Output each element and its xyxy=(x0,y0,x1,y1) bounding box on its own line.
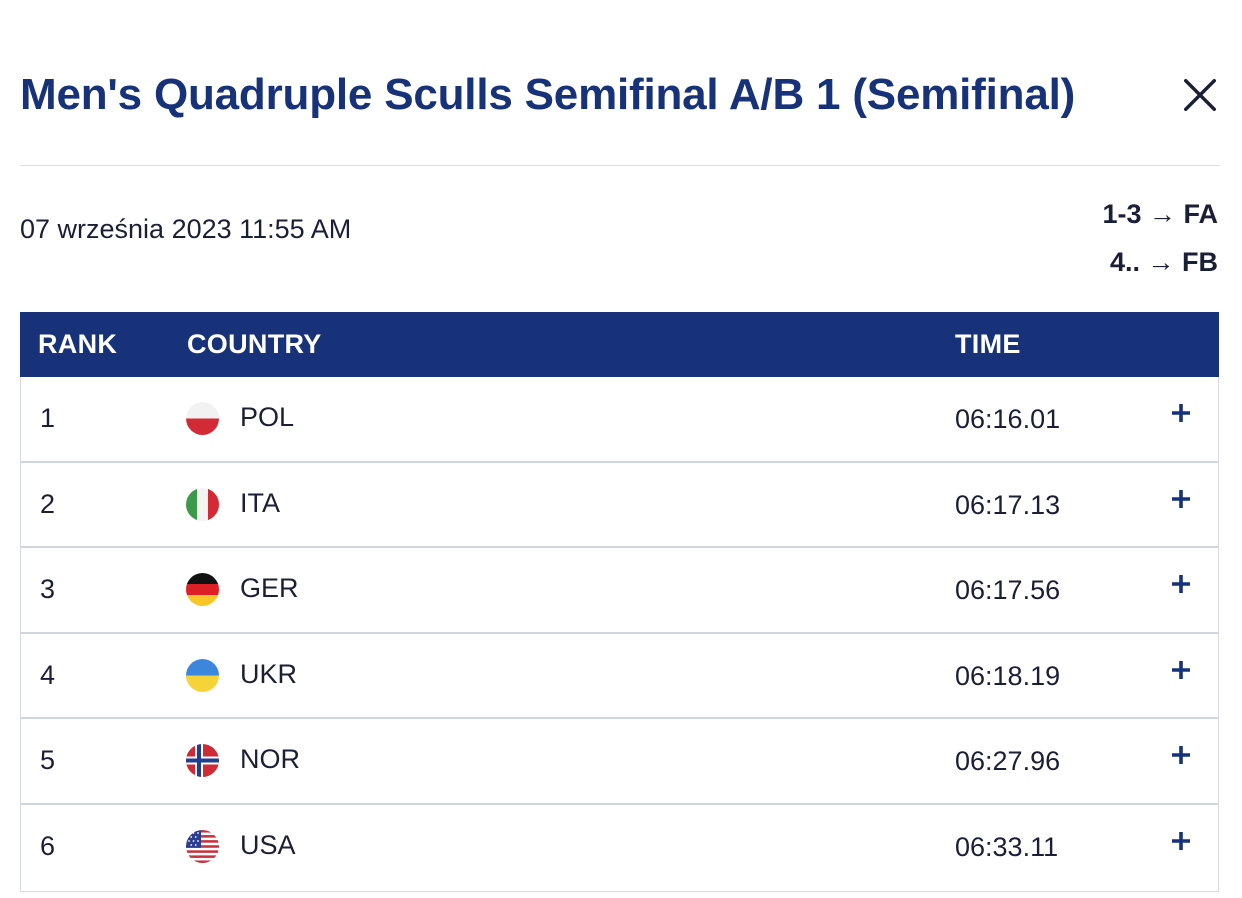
table-header: RANK COUNTRY TIME xyxy=(20,312,1219,377)
progression-rule: 4.. → FB xyxy=(1109,247,1218,277)
country-cell: USA xyxy=(240,829,296,860)
column-header-time: TIME xyxy=(955,329,1021,359)
close-icon xyxy=(1184,79,1216,111)
expand-row-button[interactable] xyxy=(1169,829,1195,855)
rank-cell: 5 xyxy=(40,745,56,776)
panel-header: Men's Quadruple Sculls Semifinal A/B 1 (… xyxy=(20,62,1220,128)
progression-rules: 1-3 → FA 4.. → FB xyxy=(1102,190,1218,286)
rank-cell: 6 xyxy=(40,830,56,861)
time-cell: 06:16.01 xyxy=(955,404,1061,434)
plus-icon xyxy=(1172,831,1190,850)
plus-icon xyxy=(1172,660,1190,679)
flag-ger-icon xyxy=(186,573,219,607)
page-title: Men's Quadruple Sculls Semifinal A/B 1 (… xyxy=(20,70,1076,119)
expand-row-button[interactable] xyxy=(1169,743,1195,769)
table-row[interactable]: 6 xyxy=(21,805,1218,891)
country-cell: POL xyxy=(240,402,295,432)
flag-usa-icon xyxy=(186,829,219,863)
column-header-country: COUNTRY xyxy=(187,329,322,359)
expand-row-button[interactable] xyxy=(1169,401,1195,427)
country-cell: NOR xyxy=(240,744,300,775)
plus-icon xyxy=(1172,404,1190,422)
time-cell: 06:33.11 xyxy=(955,831,1059,862)
country-cell: UKR xyxy=(240,658,298,689)
flag-ita-icon xyxy=(186,487,219,521)
rank-cell: 2 xyxy=(40,488,56,519)
flag-nor-icon xyxy=(186,744,219,778)
rank-cell: 3 xyxy=(40,574,56,605)
flag-ukr-icon xyxy=(186,658,219,692)
race-date: 07 września 2023 11:55 AM xyxy=(20,214,352,244)
country-cell: GER xyxy=(240,573,299,604)
close-button[interactable] xyxy=(1180,75,1220,115)
plus-icon xyxy=(1172,489,1190,508)
expand-row-button[interactable] xyxy=(1169,487,1195,513)
table-row[interactable]: 5 NOR 06:27.96 xyxy=(21,719,1218,805)
table-row[interactable]: 3 GER 06:17.56 xyxy=(21,548,1218,634)
expand-row-button[interactable] xyxy=(1169,572,1195,598)
progression-rule: 1-3 → FA xyxy=(1102,199,1218,229)
time-cell: 06:17.56 xyxy=(955,575,1061,606)
country-cell: ITA xyxy=(240,487,280,518)
plus-icon xyxy=(1172,746,1190,765)
table-row[interactable]: 4 UKR 06:18.19 xyxy=(21,634,1218,720)
rank-cell: 4 xyxy=(40,659,56,690)
rank-cell: 1 xyxy=(40,403,56,433)
results-table: RANK COUNTRY TIME 1 POL 06:16.01 2 ITA 0… xyxy=(20,312,1219,892)
expand-row-button[interactable] xyxy=(1169,658,1195,684)
time-cell: 06:18.19 xyxy=(955,660,1061,691)
column-header-rank: RANK xyxy=(38,329,118,359)
table-row[interactable]: 1 POL 06:16.01 xyxy=(21,377,1218,463)
plus-icon xyxy=(1172,575,1190,594)
table-row[interactable]: 2 ITA 06:17.13 xyxy=(21,463,1218,549)
header-divider xyxy=(20,165,1220,166)
flag-pol-icon xyxy=(186,402,219,435)
time-cell: 06:27.96 xyxy=(955,746,1061,777)
time-cell: 06:17.13 xyxy=(955,489,1061,520)
